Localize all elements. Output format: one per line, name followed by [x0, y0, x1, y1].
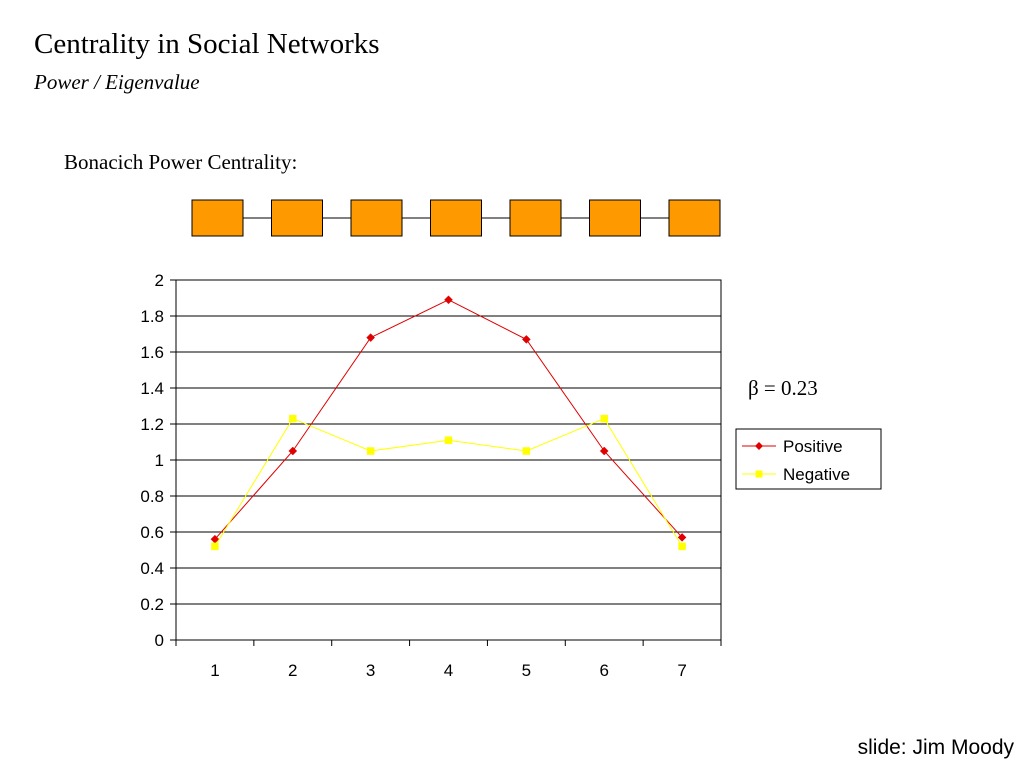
- x-tick-label: 3: [366, 661, 375, 680]
- data-point-negative: [522, 447, 531, 455]
- network-node: [191, 199, 244, 237]
- data-point-negative: [366, 447, 375, 455]
- data-point-negative: [600, 414, 608, 423]
- legend-label-positive: Positive: [783, 437, 843, 456]
- y-tick-label: 1.6: [140, 343, 164, 362]
- legend-marker-negative: [755, 470, 763, 478]
- network-node: [668, 199, 721, 237]
- chart-legend: Positive Negative: [735, 428, 882, 490]
- y-tick-label: 1.4: [140, 379, 164, 398]
- data-point-negative: [289, 414, 297, 423]
- y-tick-label: 0.2: [140, 595, 164, 614]
- y-tick-label: 0: [155, 631, 164, 650]
- legend-marker-positive: [755, 442, 763, 450]
- line-network-diagram: [191, 199, 721, 237]
- network-node: [589, 199, 641, 237]
- x-tick-label: 1: [210, 661, 219, 680]
- network-node: [271, 199, 323, 237]
- y-tick-label: 0.4: [140, 559, 164, 578]
- data-point-negative: [678, 542, 686, 551]
- data-point-positive: [599, 446, 609, 456]
- x-tick-label: 7: [677, 661, 686, 680]
- x-tick-label: 6: [599, 661, 608, 680]
- network-node: [509, 199, 562, 237]
- data-point-positive: [677, 533, 687, 542]
- slide-subtitle: Power / Eigenvalue: [34, 70, 200, 94]
- y-tick-label: 1: [155, 451, 164, 470]
- beta-label: β = 0.23: [748, 376, 818, 400]
- section-heading: Bonacich Power Centrality:: [64, 150, 298, 174]
- y-tick-label: 0.6: [140, 523, 164, 542]
- y-tick-label: 0.8: [140, 487, 164, 506]
- legend-box: [735, 428, 882, 490]
- data-point-negative: [444, 436, 453, 444]
- data-point-positive: [522, 335, 531, 344]
- y-tick-label: 1.8: [140, 307, 164, 326]
- y-tick-label: 2: [155, 271, 164, 290]
- slide-title: Centrality in Social Networks: [34, 28, 380, 60]
- data-point-positive: [444, 295, 453, 305]
- x-tick-label: 2: [288, 661, 297, 680]
- data-point-negative: [211, 542, 219, 551]
- network-node: [350, 199, 403, 237]
- y-tick-label: 1.2: [140, 415, 164, 434]
- data-point-positive: [366, 333, 375, 342]
- x-tick-label: 5: [522, 661, 531, 680]
- legend-label-negative: Negative: [783, 465, 850, 484]
- data-point-positive: [288, 446, 298, 456]
- x-tick-label: 4: [444, 661, 453, 680]
- network-node: [430, 199, 482, 237]
- line-chart: 0 0.2 0.4 0.6 0.8 1 1.2 1.4 1.6 1.8 2 1 2 3 4 5 6 7: [140, 271, 722, 680]
- slide-credit: slide: Jim Moody: [857, 736, 1014, 759]
